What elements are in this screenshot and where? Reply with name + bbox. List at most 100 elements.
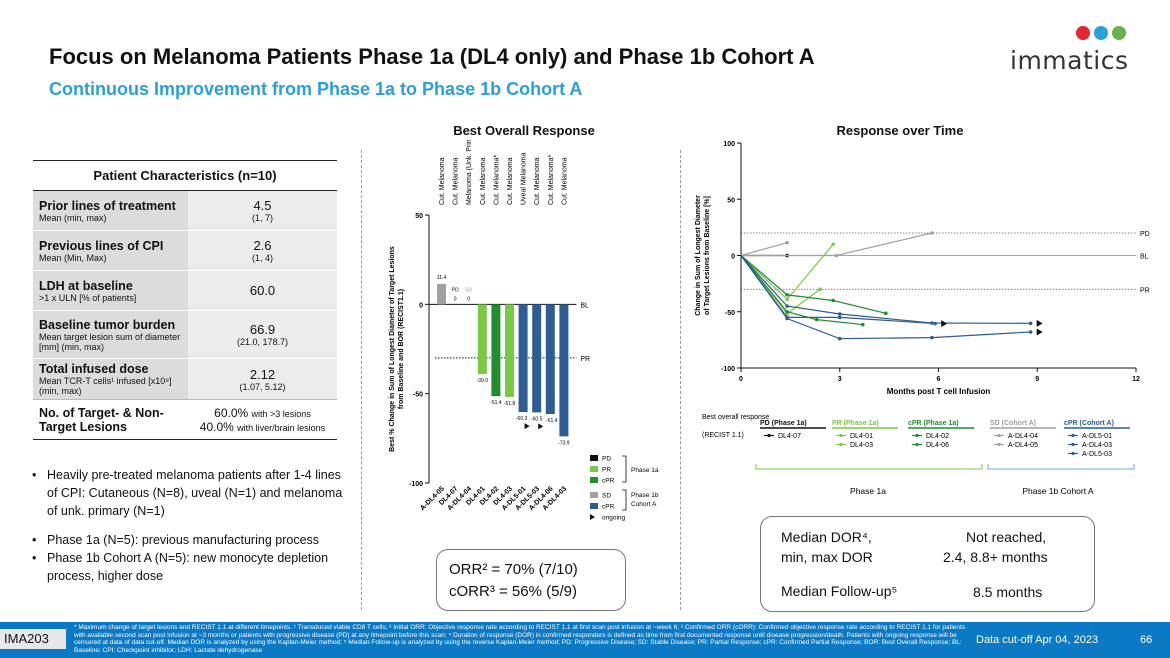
page-number: 66 [1140,634,1153,646]
row-label-cell: Prior lines of treatment Mean (min, max) [33,190,188,231]
series-line [740,255,863,326]
x-tick-label: 0 [739,376,743,383]
row-label: No. of Target- & Non-Target Lesions [39,405,164,434]
data-point [818,287,822,292]
table-row: Total infused dose Mean TCR-T cells¹ infu… [33,358,337,400]
data-point [785,240,789,245]
data-point [831,242,835,247]
indication-label: Cut. Melanoma [534,157,541,205]
row-value-cell: 2.12 (1.07, 5.12) [188,358,337,400]
response-over-time-chart: 100 50 0 -50 -100 0 3 6 9 12 Months post T cell In… [695,141,1150,496]
x-tick-label: 3 [838,376,842,383]
indication-label: Cut. Melanoma [453,157,460,205]
ongoing-arrow [1036,319,1043,327]
legend-group-title: PD (Phase 1a) [760,420,807,427]
bar-value-label: -51.4 [490,400,502,406]
logo-red-dot [1076,26,1090,40]
row-sublabel: >1 x ULN [% of patients] [39,292,137,303]
legend-label: ongoing [602,515,626,522]
data-point [837,336,842,341]
phase-label: Phase 1a [850,486,886,496]
footer: IMA203 * Maximum change of target lesion… [0,622,1170,658]
legend-title: (RECIST 1.1) [702,432,744,439]
table-row: Prior lines of treatment Mean (min, max) 4… [33,190,337,231]
best-overall-response-chart: 50 0 -50 -100 Best % Change in Sum of Longes… [389,140,659,522]
row-value-note: with liver/brain lesions [237,422,326,433]
y-tick-label: -100 [721,366,735,373]
indication-label: Cut. Melanoma [507,157,514,205]
series-line [740,255,886,314]
row-value-cell: 2.6 (1, 4) [188,230,337,271]
series-line [740,255,821,315]
data-point [1028,321,1033,326]
legend-item-label: DL4-07 [778,433,801,440]
legend-label: SD [602,493,611,500]
panel-divider [361,150,362,610]
x-tick-label: 9 [1035,376,1039,383]
legend-label: cPR [602,504,615,511]
table-row: LDH at baseline >1 x ULN [% of patients] 6… [33,270,337,311]
table-row: No. of Target- & Non-Target Lesions 60.0%… [33,399,337,440]
legend-swatch [590,477,598,483]
data-point [837,315,842,320]
row-value-range: (1.07, 5.12) [239,381,286,392]
legend-marker [839,433,843,438]
data-point [930,231,934,235]
indication-label: Melanoma (Unk. Primary) [466,140,473,205]
bar-value-label: -61.4 [546,418,558,424]
data-cutoff: Data cut-off Apr 04, 2023 [976,634,1099,646]
indication-label: Cut. Melanoma [480,157,487,205]
reference-label: PR [1140,287,1150,294]
legend-item-label: A-DL4-03 [1082,442,1112,449]
legend-swatch [590,455,598,461]
dor-range-value: 2.4, 8.8+ months [943,549,1048,565]
series-line [740,255,936,325]
legend-item-label: A-DL4-05 [1008,442,1038,449]
orr-text: ORR² = 70% (7/10) [449,561,578,578]
row-value-cell: 66.9 (21.0, 178.7) [188,310,337,359]
x-tick-label: 12 [1132,376,1140,383]
panel-divider [680,150,681,610]
logo-green-dot [1112,26,1126,40]
bar [545,304,555,415]
bar-value-label: 0 [454,296,457,302]
legend-item-label: DL4-03 [850,442,873,449]
table-title: Patient Characteristics (n=10) [33,160,337,191]
legend-ongoing-arrow [590,514,595,520]
data-point [785,315,789,320]
data-point [785,304,789,308]
footer-note: * Maximum change of target lesions and R… [74,624,966,654]
legend-bracket [622,455,627,483]
y-axis-label: Best % Change in Sum of Longest Diameter… [389,246,396,452]
data-point [785,309,789,314]
phase-bracket [755,464,983,470]
legend-swatch [590,466,598,472]
data-point [814,317,819,322]
legend-marker [839,442,843,447]
legend-item-label: DL4-02 [926,433,949,440]
bar-value-label: -73.9 [558,440,570,446]
row-sublabel: Mean (min, max) [39,212,107,223]
legend-marker [1071,433,1075,438]
y-tick-label: 50 [727,197,735,204]
x-axis-label: Months post T cell Infusion [887,387,991,396]
bar-value-label: -39.0 [477,378,489,384]
y-tick-label: 100 [723,141,735,148]
orr-box: ORR² = 70% (7/10) cORR³ = 56% (5/9) [436,549,626,611]
row-value-range: (1, 7) [251,213,273,223]
dor-label: Median DOR⁴, [781,529,872,545]
row-sublabel: Mean TCR-T cells¹ infused [x10⁹] (min, m… [39,376,172,396]
page-subtitle: Continuous Improvement from Phase 1a to … [49,79,583,99]
bar-tag: PD [452,287,459,293]
dor-range-label: min, max DOR [781,549,873,565]
y-tick-label: -50 [725,310,735,317]
row-value-cell: 4.5 (1, 7) [188,190,337,231]
legend-marker [997,433,1001,438]
logo-text: immatics [1010,46,1129,75]
row-label-cell: Total infused dose Mean TCR-T cells¹ infu… [33,358,188,400]
dor-box: Median DOR⁴, min, max DOR Not reached, 2… [760,516,1095,612]
reference-label: PD [1140,231,1150,238]
indication-label: Uveal Melanoma [521,152,528,205]
bar [437,283,446,305]
lesion-value-1: 60.0% with >3 lesions [188,406,337,420]
